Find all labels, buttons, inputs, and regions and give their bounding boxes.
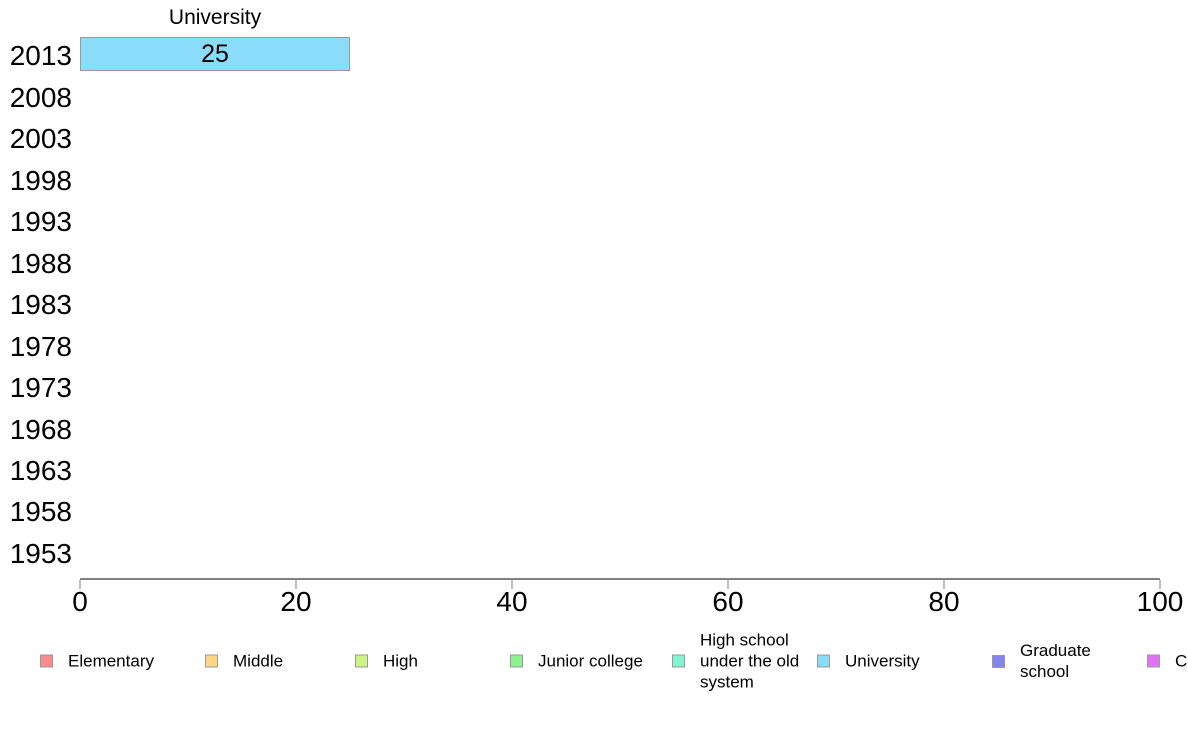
x-tick-mark (727, 580, 729, 589)
y-tick-label-2003: 2003 (9, 123, 72, 154)
legend-label: Graduate school (1020, 641, 1091, 681)
y-tick-label-1978: 1978 (9, 331, 72, 362)
legend-item-elementary: Elementary (40, 651, 154, 672)
legend-label: Junior college (538, 651, 643, 671)
y-tick-label-1968: 1968 (9, 414, 72, 445)
x-tick-label-100: 100 (1136, 586, 1184, 617)
legend-item-graduate-school: Graduate school (992, 640, 1100, 682)
x-tick-label-0: 0 (72, 586, 88, 617)
legend-swatch-junior-college (510, 654, 523, 668)
x-tick-mark (511, 580, 513, 589)
x-tick-label-40: 40 (496, 586, 528, 617)
x-tick-mark (1159, 580, 1161, 589)
legend-label: Middle (233, 651, 284, 671)
legend-swatch-clipped (1147, 654, 1160, 668)
legend-item-clipped: C (1147, 651, 1187, 672)
y-tick-label-1993: 1993 (9, 206, 72, 237)
legend-label: C (1175, 651, 1188, 671)
y-tick-label-1983: 1983 (9, 289, 72, 320)
x-tick-label-60: 60 (712, 586, 744, 617)
y-tick-label-2008: 2008 (9, 82, 72, 113)
legend-swatch-high (355, 654, 368, 668)
bar-2013-university: 25 (80, 37, 350, 71)
bar-series-header: University (168, 6, 262, 29)
y-tick-label-1973: 1973 (9, 372, 72, 403)
legend-label: Elementary (68, 651, 154, 671)
legend-swatch-university (817, 654, 830, 668)
legend-label: University (845, 651, 920, 671)
x-axis-line (80, 578, 1160, 580)
x-tick-mark (295, 580, 297, 589)
legend-swatch-high-school-old-system (672, 654, 685, 668)
legend-swatch-elementary (40, 654, 53, 668)
legend-item-high: High (355, 651, 418, 672)
legend-swatch-graduate-school (992, 654, 1005, 668)
y-tick-label-1988: 1988 (9, 248, 72, 279)
y-tick-label-2013: 2013 (9, 40, 72, 71)
legend-label: High school under the old system (700, 630, 800, 692)
y-tick-label-1998: 1998 (9, 165, 72, 196)
y-tick-label-1953: 1953 (9, 538, 72, 569)
legend-item-middle: Middle (205, 651, 283, 672)
legend-item-high-school-old-system: High school under the old system (672, 630, 800, 693)
x-tick-mark (79, 580, 81, 589)
bar-value-label: 25 (201, 39, 229, 68)
legend-item-junior-college: Junior college (510, 651, 643, 672)
plot-area: 25 (80, 0, 1160, 580)
x-tick-label-80: 80 (928, 586, 960, 617)
legend-item-university: University (817, 651, 920, 672)
x-tick-mark (943, 580, 945, 589)
y-tick-label-1963: 1963 (9, 455, 72, 486)
legend-label: High (383, 651, 418, 671)
legend-swatch-middle (205, 654, 218, 668)
x-tick-label-20: 20 (280, 586, 312, 617)
y-tick-label-1958: 1958 (9, 496, 72, 527)
